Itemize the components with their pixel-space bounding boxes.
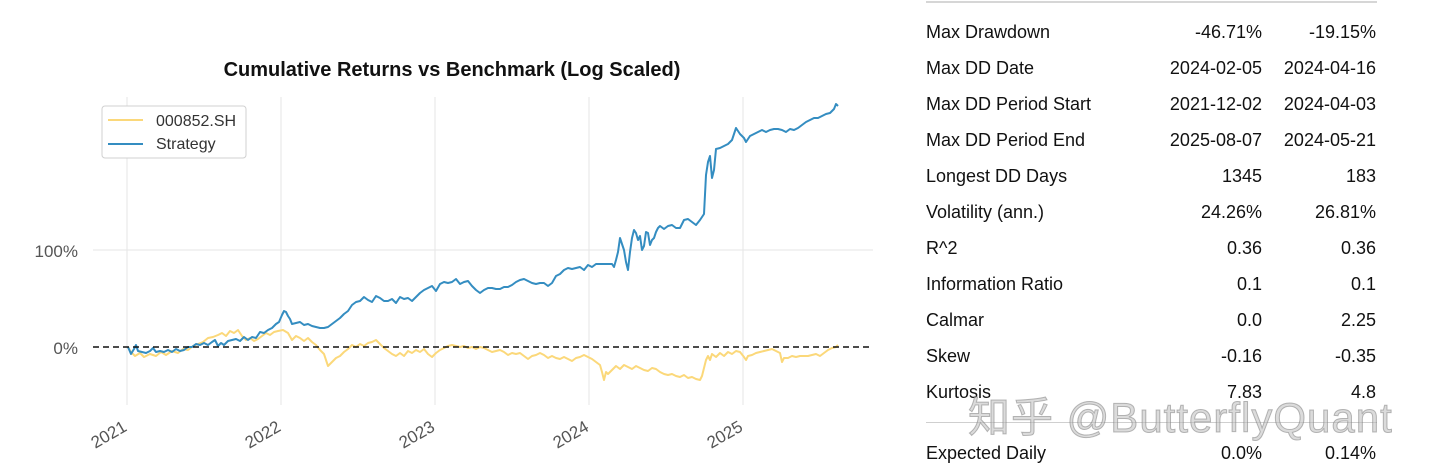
stat-value-strategy: 0.1 xyxy=(1350,274,1376,294)
gridlines xyxy=(93,97,873,405)
stat-value-strategy: 0.36 xyxy=(1340,238,1376,258)
x-tick-2024: 2024 xyxy=(550,417,592,452)
stat-value-strategy: -19.15% xyxy=(1308,22,1376,42)
stat-label: Longest DD Days xyxy=(926,166,1068,186)
stat-row-max-dd-date: Max DD Date 2024-02-05 2024-04-16 xyxy=(926,58,1378,84)
stat-label: Skew xyxy=(926,346,971,366)
stat-value-benchmark: 2024-02-05 xyxy=(1169,58,1262,78)
stat-value-strategy: 183 xyxy=(1345,166,1376,186)
x-axis-labels: 2021 2022 2023 2024 2025 xyxy=(88,417,746,452)
stat-row-calmar: Calmar 0.0 2.25 xyxy=(926,310,1378,336)
stat-value-benchmark: -46.71% xyxy=(1194,22,1262,42)
stat-row-max-drawdown: Max Drawdown -46.71% -19.15% xyxy=(926,22,1378,48)
stat-label: Expected Daily xyxy=(926,443,1047,463)
stat-value-benchmark: -0.16 xyxy=(1220,346,1262,366)
stat-value-strategy: -0.35 xyxy=(1334,346,1376,366)
stat-row-max-dd-period-start: Max DD Period Start 2021-12-02 2024-04-0… xyxy=(926,94,1378,120)
stat-value-benchmark: 7.83 xyxy=(1226,382,1262,402)
stats-top-divider xyxy=(926,1,1377,3)
strategy-line xyxy=(127,103,839,355)
stats-table: Max Drawdown -46.71% -19.15% Max DD Date… xyxy=(926,0,1378,475)
stat-value-benchmark: 0.0% xyxy=(1220,443,1262,463)
stat-row-r-squared: R^2 0.36 0.36 xyxy=(926,238,1378,264)
stat-value-strategy: 2024-04-16 xyxy=(1283,58,1376,78)
stat-value-benchmark: 0.1 xyxy=(1236,274,1262,294)
stat-label: Volatility (ann.) xyxy=(926,202,1045,222)
stat-row-kurtosis: Kurtosis 7.83 4.8 xyxy=(926,382,1378,408)
y-tick-100: 100% xyxy=(35,242,78,261)
x-tick-2023: 2023 xyxy=(396,417,438,452)
stat-value-strategy: 2.25 xyxy=(1340,310,1376,330)
x-tick-2022: 2022 xyxy=(242,417,284,452)
y-tick-0: 0% xyxy=(53,339,78,358)
legend-label-benchmark: 000852.SH xyxy=(156,113,236,130)
chart-legend: 000852.SH Strategy xyxy=(101,105,247,159)
stat-label: Max DD Period Start xyxy=(926,94,1092,114)
stat-row-skew: Skew -0.16 -0.35 xyxy=(926,346,1378,372)
stat-value-strategy: 26.81% xyxy=(1314,202,1376,222)
stat-row-volatility: Volatility (ann.) 24.26% 26.81% xyxy=(926,202,1378,228)
stat-value-strategy: 0.14% xyxy=(1324,443,1376,463)
stat-value-benchmark: 0.36 xyxy=(1226,238,1262,258)
cumulative-returns-chart: Cumulative Returns vs Benchmark (Log Sca… xyxy=(35,59,873,452)
chart-title: Cumulative Returns vs Benchmark (Log Sca… xyxy=(224,59,681,81)
stat-label: Information Ratio xyxy=(926,274,1064,294)
stat-value-benchmark: 0.0 xyxy=(1236,310,1262,330)
stat-label: Kurtosis xyxy=(926,382,992,402)
stat-value-strategy: 2024-05-21 xyxy=(1283,130,1376,150)
stat-label: Max Drawdown xyxy=(926,22,1051,42)
x-tick-2021: 2021 xyxy=(88,417,130,452)
stat-label: Calmar xyxy=(926,310,985,330)
legend-label-strategy: Strategy xyxy=(156,136,216,153)
stat-label: Max DD Date xyxy=(926,58,1035,78)
stat-row-expected-daily: Expected Daily 0.0% 0.14% xyxy=(926,443,1378,469)
stat-row-max-dd-period-end: Max DD Period End 2025-08-07 2024-05-21 xyxy=(926,130,1378,156)
stat-label: R^2 xyxy=(926,238,958,258)
stat-value-strategy: 4.8 xyxy=(1350,382,1376,402)
stat-label: Max DD Period End xyxy=(926,130,1086,150)
stat-value-benchmark: 2025-08-07 xyxy=(1169,130,1262,150)
stats-section-divider xyxy=(926,422,1377,423)
stat-row-information-ratio: Information Ratio 0.1 0.1 xyxy=(926,274,1378,300)
x-tick-2025: 2025 xyxy=(704,417,746,452)
stat-value-benchmark: 1345 xyxy=(1221,166,1262,186)
stat-value-benchmark: 24.26% xyxy=(1200,202,1262,222)
stat-value-benchmark: 2021-12-02 xyxy=(1169,94,1262,114)
stat-row-longest-dd-days: Longest DD Days 1345 183 xyxy=(926,166,1378,192)
stat-value-strategy: 2024-04-03 xyxy=(1283,94,1376,114)
benchmark-line xyxy=(127,329,839,381)
